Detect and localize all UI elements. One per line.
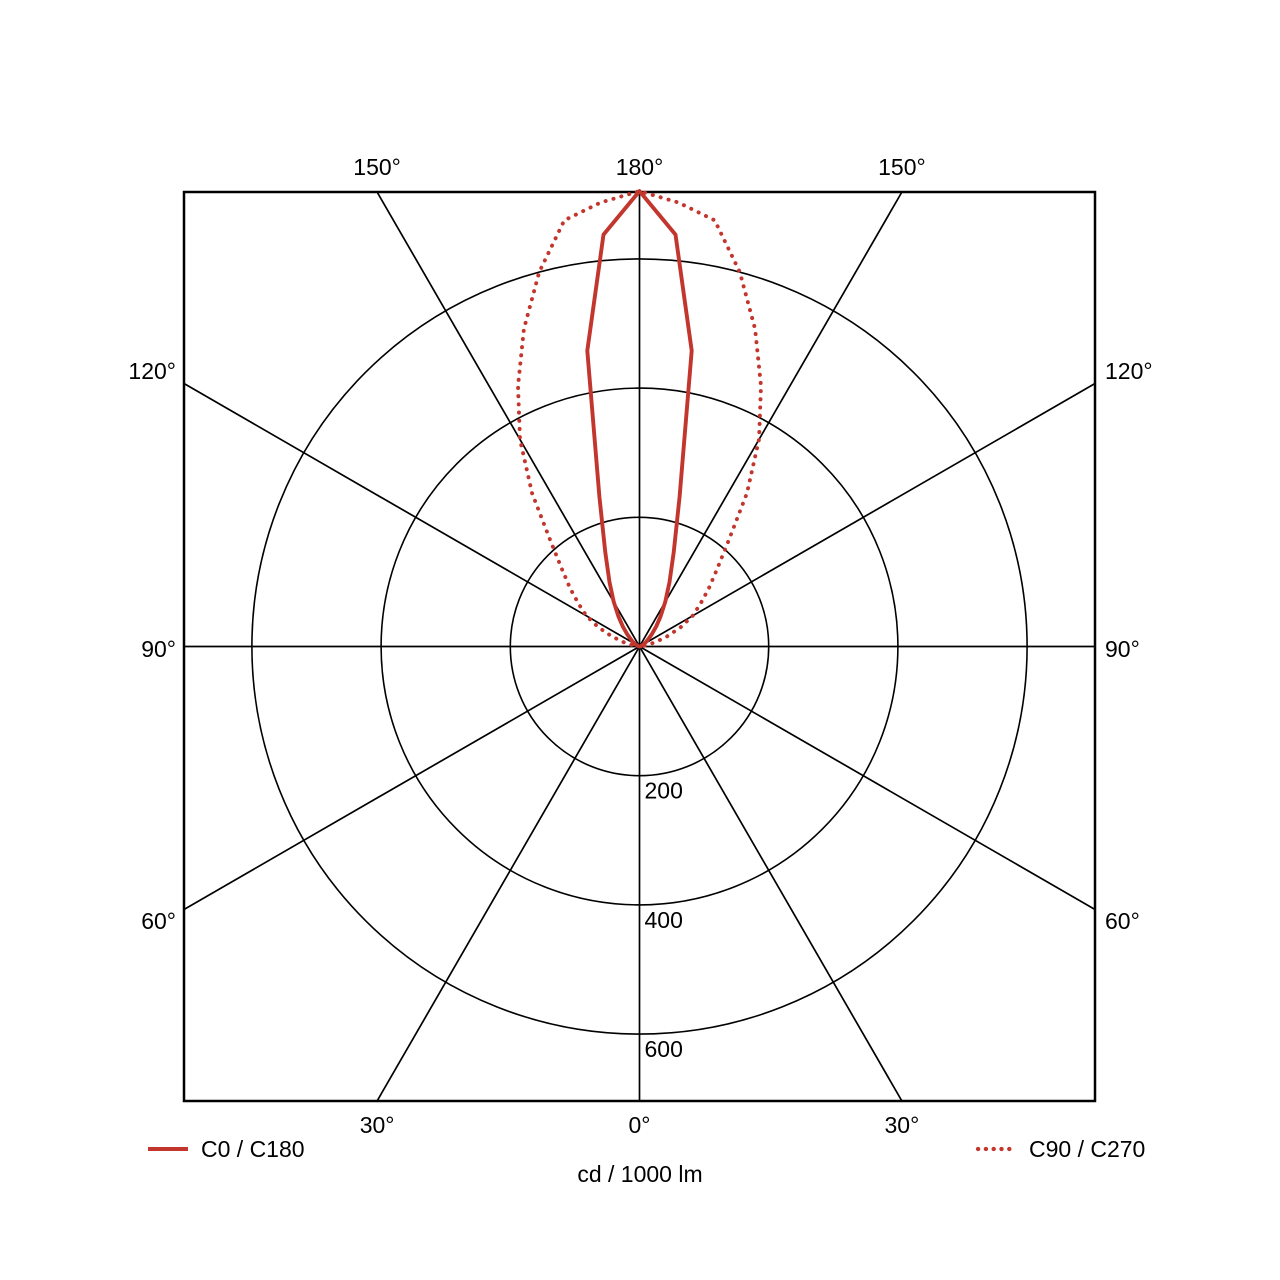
angle-label-top-0-150°: 150°	[353, 154, 401, 180]
legend-label-c0-c180: C0 / C180	[201, 1136, 305, 1162]
ring-label-200: 200	[645, 778, 683, 804]
angle-label-left-0-120°: 120°	[128, 358, 176, 384]
angle-label-right-2-60°: 60°	[1105, 908, 1140, 934]
angle-label-right-1-90°: 90°	[1105, 636, 1140, 662]
ring-label-400: 400	[645, 907, 683, 933]
ring-label-600: 600	[645, 1036, 683, 1062]
angle-label-top-2-150°: 150°	[878, 154, 926, 180]
angle-label-left-2-60°: 60°	[141, 908, 176, 934]
solid-line-swatch-icon	[148, 1147, 188, 1151]
dotted-line-swatch-icon	[975, 1146, 1017, 1152]
angle-label-right-0-120°: 120°	[1105, 358, 1153, 384]
radial-unit-caption: cd / 1000 lm	[577, 1161, 703, 1187]
angle-label-bottom-0-30°: 30°	[360, 1112, 395, 1138]
legend-item-c90-c270: C90 / C270	[975, 1136, 1145, 1162]
legend-label-c90-c270: C90 / C270	[1029, 1136, 1146, 1162]
legend-item-c0-c180: C0 / C180	[147, 1136, 305, 1162]
angle-label-top-1-180°: 180°	[616, 154, 664, 180]
curve-c90-c270	[516, 189, 763, 649]
angle-label-left-1-90°: 90°	[141, 636, 176, 662]
angle-label-bottom-2-30°: 30°	[885, 1112, 920, 1138]
curve-c0-c180	[585, 189, 694, 649]
angle-label-bottom-1-0°: 0°	[629, 1112, 651, 1138]
